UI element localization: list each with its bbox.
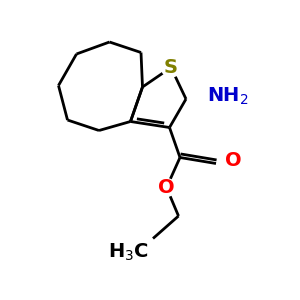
Text: NH$_2$: NH$_2$ xyxy=(207,85,249,106)
Text: O: O xyxy=(158,178,175,197)
Circle shape xyxy=(158,178,175,196)
Text: H$_3$C: H$_3$C xyxy=(108,242,148,263)
Text: O: O xyxy=(225,151,242,170)
Circle shape xyxy=(161,58,181,77)
Text: S: S xyxy=(164,58,178,77)
